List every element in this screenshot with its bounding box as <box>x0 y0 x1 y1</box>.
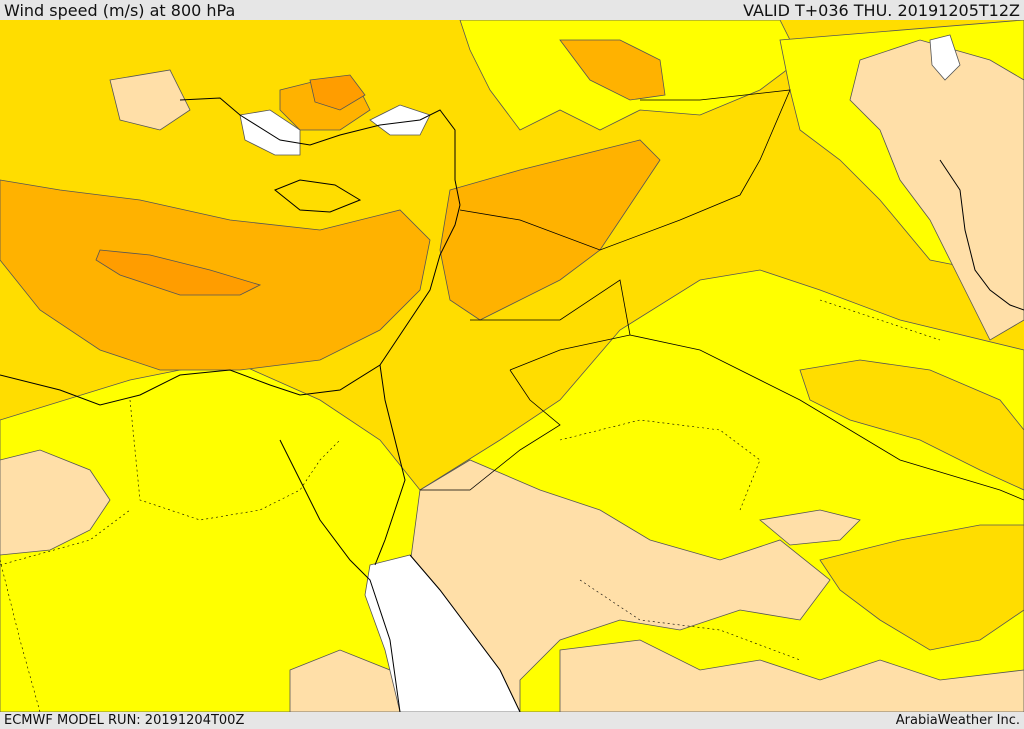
field-lightest-se <box>559 639 1024 712</box>
field-lightest-east <box>849 39 1024 341</box>
border-saudi-north <box>509 334 1024 501</box>
field-strongest-turkey <box>309 74 366 111</box>
map-title: Wind speed (m/s) at 800 hPa <box>4 0 236 20</box>
credit: ArabiaWeather Inc. <box>895 713 1020 728</box>
field-medium-arabia <box>819 524 1024 651</box>
footer-bar: ECMWF MODEL RUN: 20191204T00Z ArabiaWeat… <box>0 712 1024 729</box>
coast-mediterranean-south <box>0 204 461 406</box>
field-lightest-nw <box>109 69 191 131</box>
field-lightest-west <box>0 449 111 556</box>
coast-cyprus <box>274 179 362 213</box>
model-run: ECMWF MODEL RUN: 20191204T00Z <box>4 713 245 728</box>
border-egypt <box>129 399 341 521</box>
header-bar: Wind speed (m/s) at 800 hPa VALID T+036 … <box>0 0 1024 20</box>
valid-time: VALID T+036 THU. 20191205T12Z <box>743 0 1020 20</box>
border-west <box>0 509 131 712</box>
field-strong-syria <box>439 139 661 321</box>
field-strong-northeast <box>559 39 666 101</box>
field-white-anatolia <box>239 109 301 156</box>
border-iraq-syria <box>459 89 791 251</box>
border-saudi-interior <box>559 299 941 661</box>
border-jordan <box>420 279 631 491</box>
field-lightest-center <box>759 509 861 546</box>
coast-redsea-east <box>409 554 521 712</box>
field-lightest-arabia <box>399 459 831 712</box>
field-white-anatolia-2 <box>369 104 431 136</box>
field-white-northeast <box>929 34 961 81</box>
field-strongest-core <box>95 249 262 296</box>
coast-persian-gulf <box>939 159 1024 311</box>
coast-sinai <box>374 364 406 566</box>
wind-speed-map <box>0 20 1024 712</box>
field-medium-iraq <box>799 359 1024 491</box>
coast-turkey-south <box>179 97 461 206</box>
coast-gulf-suez <box>279 439 401 712</box>
